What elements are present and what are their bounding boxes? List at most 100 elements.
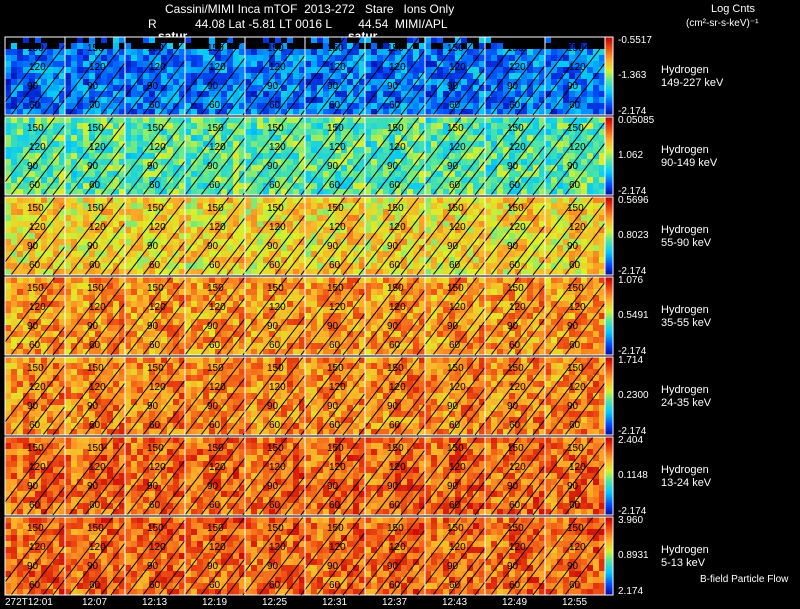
sat-cell: [545, 43, 551, 49]
heatmap-cell: [311, 85, 317, 91]
heatmap-cell: [95, 189, 101, 195]
heatmap-cell: [185, 141, 191, 147]
heatmap-cell: [527, 109, 533, 115]
heatmap-cell: [263, 153, 269, 159]
heatmap-cell: [209, 165, 215, 171]
heatmap-cell: [173, 239, 179, 245]
heatmap-cell: [305, 73, 311, 79]
heatmap-cell: [413, 55, 419, 61]
heatmap-cell: [185, 313, 191, 319]
heatmap-cell: [215, 55, 221, 61]
heatmap-cell: [143, 117, 149, 123]
heatmap-cell: [95, 109, 101, 115]
heatmap-cell: [395, 189, 401, 195]
heatmap-cell: [335, 117, 341, 123]
heatmap-cell: [275, 55, 281, 61]
heatmap-cell: [545, 129, 551, 135]
heatmap-cell: [11, 337, 17, 343]
heatmap-cell: [551, 257, 557, 263]
heatmap-cell: [491, 61, 497, 67]
heatmap-cell: [401, 109, 407, 115]
heatmap-cell: [311, 117, 317, 123]
heatmap-cell: [89, 177, 95, 183]
heatmap-cell: [5, 109, 11, 115]
heatmap-cell: [203, 135, 209, 141]
heatmap-cell: [41, 55, 47, 61]
heatmap-cell: [599, 141, 605, 147]
sat-cell: [389, 37, 395, 43]
heatmap-cell: [335, 55, 341, 61]
heatmap-cell: [581, 49, 587, 55]
heatmap-cell: [119, 319, 125, 325]
heatmap-cell: [11, 301, 17, 307]
heatmap-cell: [161, 209, 167, 215]
heatmap-cell: [347, 61, 353, 67]
heatmap-cell: [575, 177, 581, 183]
contour-label: 90: [27, 81, 39, 92]
heatmap-cell: [227, 55, 233, 61]
heatmap-cell: [167, 165, 173, 171]
heatmap-cell: [389, 171, 395, 177]
heatmap-cell: [65, 67, 71, 73]
heatmap-cell: [425, 147, 431, 153]
heatmap-cell: [191, 215, 197, 221]
heatmap-cell: [239, 129, 245, 135]
heatmap-cell: [203, 251, 209, 257]
sat-cell: [203, 37, 209, 43]
heatmap-cell: [287, 301, 293, 307]
heatmap-cell: [89, 209, 95, 215]
heatmap-cell: [353, 245, 359, 251]
heatmap-cell: [83, 177, 89, 183]
heatmap-cell: [17, 123, 23, 129]
heatmap-cell: [443, 109, 449, 115]
heatmap-cell: [167, 245, 173, 251]
heatmap-cell: [215, 123, 221, 129]
heatmap-cell: [485, 159, 491, 165]
heatmap-cell: [269, 79, 275, 85]
heatmap-cell: [359, 79, 365, 85]
heatmap-cell: [569, 85, 575, 91]
heatmap-cell: [203, 197, 209, 203]
heatmap-cell: [5, 209, 11, 215]
heatmap-cell: [149, 177, 155, 183]
colorbar-segment: [605, 143, 613, 145]
heatmap-cell: [413, 147, 419, 153]
heatmap-cell: [95, 123, 101, 129]
heatmap-cell: [197, 215, 203, 221]
colorbar-segment: [605, 147, 613, 149]
contour-label: 90: [147, 161, 159, 172]
heatmap-cell: [137, 55, 143, 61]
heatmap-cell: [71, 203, 77, 209]
heatmap-cell: [395, 147, 401, 153]
heatmap-cell: [23, 49, 29, 55]
heatmap-cell: [59, 97, 65, 103]
heatmap-cell: [41, 245, 47, 251]
heatmap-cell: [269, 135, 275, 141]
heatmap-cell: [113, 189, 119, 195]
heatmap-cell: [161, 337, 167, 343]
heatmap-cell: [185, 301, 191, 307]
heatmap-cell: [77, 245, 83, 251]
heatmap-cell: [323, 227, 329, 233]
heatmap-cell: [83, 153, 89, 159]
heatmap-cell: [17, 233, 23, 239]
heatmap-cell: [17, 177, 23, 183]
heatmap-cell: [95, 233, 101, 239]
pitch-contour: [52, 116, 114, 196]
heatmap-cell: [107, 165, 113, 171]
heatmap-cell: [449, 129, 455, 135]
heatmap-cell: [185, 189, 191, 195]
heatmap-cell: [221, 227, 227, 233]
heatmap-cell: [347, 221, 353, 227]
heatmap-cell: [383, 67, 389, 73]
heatmap-cell: [419, 257, 425, 263]
heatmap-cell: [197, 103, 203, 109]
heatmap-cell: [167, 313, 173, 319]
heatmap-cell: [209, 153, 215, 159]
heatmap-cell: [41, 61, 47, 67]
heatmap-cell: [119, 91, 125, 97]
heatmap-cell: [371, 183, 377, 189]
sat-cell: [377, 37, 383, 43]
